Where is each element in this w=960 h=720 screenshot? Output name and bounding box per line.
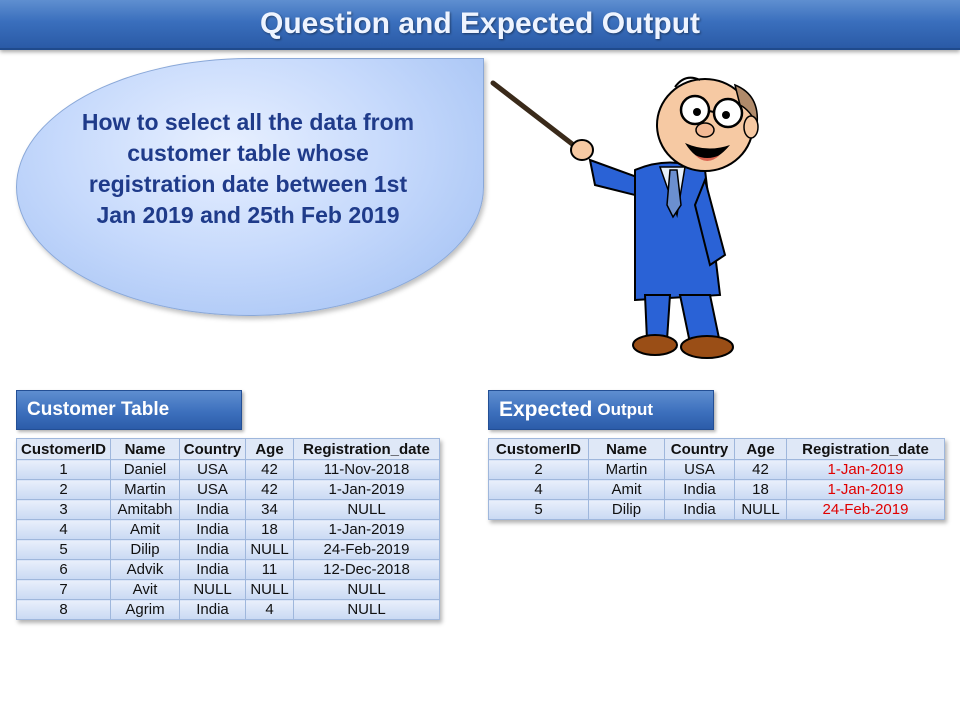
cell: 2 (488, 459, 589, 480)
table-header-row: CustomerID Name Country Age Registration… (16, 438, 440, 460)
table-header-row: CustomerID Name Country Age Registration… (488, 438, 945, 460)
table-row: 5 Dilip India NULL 24-Feb-2019 (16, 539, 440, 560)
expected-output-label: Expected Output (488, 390, 714, 430)
col-header: Age (245, 438, 294, 460)
cell: India (179, 559, 246, 580)
cell: India (179, 519, 246, 540)
col-header: Registration_date (293, 438, 440, 460)
cell: 11-Nov-2018 (293, 459, 440, 480)
table-row: 4 Amit India 18 1-Jan-2019 (16, 519, 440, 540)
cell: Daniel (110, 459, 180, 480)
cell: 4 (245, 599, 294, 620)
cell: 6 (16, 559, 111, 580)
cell: India (179, 539, 246, 560)
cell: 34 (245, 499, 294, 520)
cell: 3 (16, 499, 111, 520)
expected-output-table: CustomerID Name Country Age Registration… (488, 438, 945, 520)
cell: 1 (16, 459, 111, 480)
cell: USA (664, 459, 735, 480)
cell: NULL (245, 579, 294, 600)
table-row: 3 Amitabh India 34 NULL (16, 499, 440, 520)
cell: Martin (110, 479, 180, 500)
left-shoe (632, 334, 678, 356)
cell: Amitabh (110, 499, 180, 520)
cell: 11 (245, 559, 294, 580)
expected-label-main: Expected (499, 398, 593, 421)
cell: 4 (488, 479, 589, 500)
cell: USA (179, 479, 246, 500)
cell: Amit (588, 479, 665, 500)
cell: Agrim (110, 599, 180, 620)
cell: 5 (488, 499, 589, 520)
table-row: 8 Agrim India 4 NULL (16, 599, 440, 620)
cell: 2 (16, 479, 111, 500)
cell: 1-Jan-2019 (293, 479, 440, 500)
col-header: CustomerID (488, 438, 589, 460)
cell: Advik (110, 559, 180, 580)
cell: 5 (16, 539, 111, 560)
cell: 24-Feb-2019 (293, 539, 440, 560)
cell: NULL (293, 499, 440, 520)
cell: NULL (734, 499, 787, 520)
col-header: Country (664, 438, 735, 460)
question-text: How to select all the data from customer… (81, 109, 415, 228)
table-row: 5 Dilip India NULL 24-Feb-2019 (488, 499, 945, 520)
cell: Avit (110, 579, 180, 600)
cell: Amit (110, 519, 180, 540)
col-header: Country (179, 438, 246, 460)
col-header: Registration_date (786, 438, 945, 460)
cell: NULL (179, 579, 246, 600)
right-shoe (680, 335, 734, 359)
cell: 12-Dec-2018 (293, 559, 440, 580)
cell: 42 (245, 479, 294, 500)
table-row: 1 Daniel USA 42 11-Nov-2018 (16, 459, 440, 480)
customer-table: CustomerID Name Country Age Registration… (16, 438, 440, 620)
table-row: 7 Avit NULL NULL NULL (16, 579, 440, 600)
highlighted-date-cell: 1-Jan-2019 (786, 459, 945, 480)
customer-table-label: Customer Table (16, 390, 242, 430)
table-row: 4 Amit India 18 1-Jan-2019 (488, 479, 945, 500)
col-header: Age (734, 438, 787, 460)
col-header: Name (110, 438, 180, 460)
table-row: 2 Martin USA 42 1-Jan-2019 (16, 479, 440, 500)
cell: 8 (16, 599, 111, 620)
table-row: 6 Advik India 11 12-Dec-2018 (16, 559, 440, 580)
cell: 18 (245, 519, 294, 540)
pointer-stick (490, 80, 583, 153)
cell: India (179, 499, 246, 520)
cell: 4 (16, 519, 111, 540)
hand (570, 139, 594, 161)
table-row: 2 Martin USA 42 1-Jan-2019 (488, 459, 945, 480)
cell: 1-Jan-2019 (293, 519, 440, 540)
cell: India (179, 599, 246, 620)
cell: India (664, 499, 735, 520)
cell: Martin (588, 459, 665, 480)
cell: 42 (245, 459, 294, 480)
cell: NULL (293, 579, 440, 600)
cell: NULL (293, 599, 440, 620)
teacher-illustration (490, 76, 759, 359)
page-title: Question and Expected Output (259, 7, 701, 40)
highlighted-date-cell: 24-Feb-2019 (786, 499, 945, 520)
cell: USA (179, 459, 246, 480)
title-bar: Question and Expected Output (0, 0, 960, 50)
cell: 18 (734, 479, 787, 500)
cell: Dilip (588, 499, 665, 520)
cell: 7 (16, 579, 111, 600)
cell: India (664, 479, 735, 500)
cell: Dilip (110, 539, 180, 560)
col-header: CustomerID (16, 438, 111, 460)
cell: 42 (734, 459, 787, 480)
cell: NULL (245, 539, 294, 560)
mouth (685, 143, 730, 160)
tie (666, 169, 682, 219)
customer-table-label-text: Customer Table (27, 399, 170, 420)
expected-label-sub: Output (597, 400, 654, 419)
col-header: Name (588, 438, 665, 460)
speech-bubble (16, 58, 484, 316)
highlighted-date-cell: 1-Jan-2019 (786, 479, 945, 500)
